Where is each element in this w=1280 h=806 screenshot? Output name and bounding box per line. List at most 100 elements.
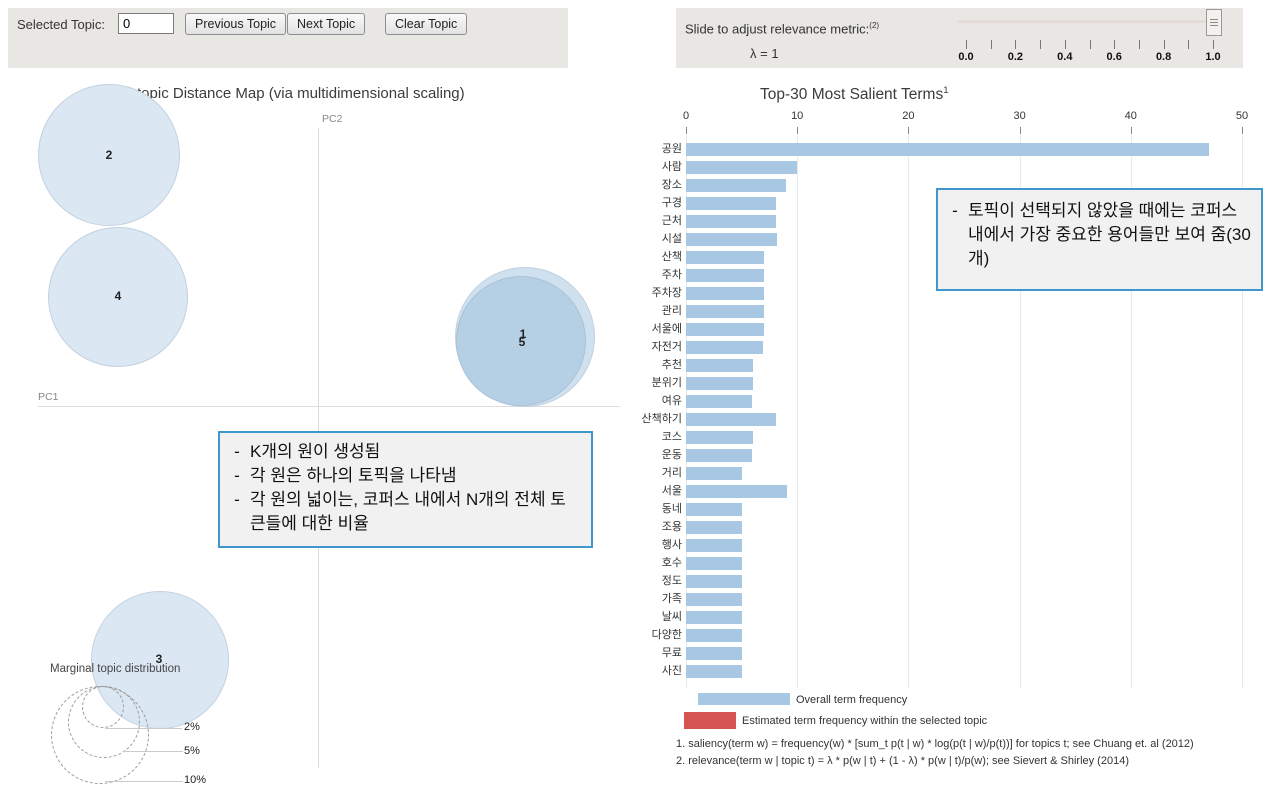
topic-circle-4[interactable] <box>48 227 188 367</box>
term-label: 주차장 <box>651 287 682 299</box>
term-frequency-bar[interactable] <box>686 449 752 462</box>
term-label: 정도 <box>661 575 682 587</box>
relevance-slider-panel: Slide to adjust relevance metric:(2) λ =… <box>676 8 1243 68</box>
bar-chart-gridline <box>1019 135 1021 688</box>
term-label: 분위기 <box>651 377 682 389</box>
pc1-axis-label: PC1 <box>38 391 59 403</box>
term-frequency-bar[interactable] <box>686 215 777 228</box>
slider-tick-mark <box>1213 40 1214 49</box>
pc2-axis-label: PC2 <box>322 113 343 125</box>
term-label: 구경 <box>661 197 682 209</box>
next-topic-button[interactable]: Next Topic <box>287 13 366 35</box>
term-frequency-bar[interactable] <box>686 521 742 534</box>
term-frequency-bar[interactable] <box>686 467 742 480</box>
term-label: 서울에 <box>651 323 682 335</box>
relevance-metric-label: Slide to adjust relevance metric:(2) <box>685 21 880 37</box>
bar-chart-gridline <box>686 135 687 688</box>
term-frequency-bar[interactable] <box>686 629 742 642</box>
term-frequency-bar[interactable] <box>686 431 753 444</box>
topic-circle-5[interactable] <box>456 276 586 406</box>
topic-circle-2[interactable] <box>38 84 180 226</box>
bar-chart-tick-label: 50 <box>1235 110 1249 122</box>
term-frequency-bar[interactable] <box>686 395 752 408</box>
slider-tick-mark <box>966 40 967 49</box>
bar-chart-title: Top-30 Most Salient Terms1 <box>760 85 949 104</box>
previous-topic-button[interactable]: Previous Topic <box>185 13 287 35</box>
marginal-leader-line <box>105 781 183 782</box>
topic-circle-label-1: 1 <box>519 327 527 341</box>
term-label: 코스 <box>661 431 682 443</box>
slider-tick-label: 0.0 <box>958 51 974 63</box>
lambda-slider-track[interactable] <box>958 20 1216 23</box>
term-label: 거리 <box>661 467 682 479</box>
lambda-slider-handle[interactable] <box>1206 9 1222 36</box>
marginal-size-label: 10% <box>184 774 207 786</box>
term-frequency-bar[interactable] <box>686 611 742 624</box>
term-frequency-bar[interactable] <box>686 251 764 264</box>
term-frequency-bar[interactable] <box>686 233 778 246</box>
term-label: 사진 <box>661 665 682 677</box>
bar-chart-tick-mark <box>1242 127 1243 134</box>
bar-chart-gridline <box>797 135 799 688</box>
slider-tick-mark <box>1188 40 1190 49</box>
slider-tick-label: 0.4 <box>1057 51 1073 63</box>
slider-tick-mark <box>1040 40 1042 49</box>
term-frequency-bar[interactable] <box>686 413 777 426</box>
term-frequency-bar[interactable] <box>686 305 764 318</box>
marginal-distribution-label: Marginal topic distribution <box>50 663 181 675</box>
term-label: 여유 <box>661 395 682 407</box>
term-label: 운동 <box>661 449 682 461</box>
bar-chart-tick-mark <box>908 127 910 134</box>
term-frequency-bar[interactable] <box>686 269 764 282</box>
term-label: 공원 <box>661 143 682 155</box>
term-frequency-bar[interactable] <box>686 665 742 678</box>
term-frequency-bar[interactable] <box>686 377 753 390</box>
right-annotation-line: 토픽이 선택되지 않았을 때에는 코퍼스 내에서 가장 중요한 용어들만 보여 … <box>968 201 1251 269</box>
marginal-leader-line <box>123 751 183 752</box>
term-frequency-bar[interactable] <box>686 557 742 570</box>
clear-topic-button[interactable]: Clear Topic <box>385 13 468 35</box>
bar-chart-tick-label: 30 <box>1013 110 1026 122</box>
term-label: 관리 <box>661 305 682 317</box>
selected-topic-input[interactable] <box>118 13 174 34</box>
term-frequency-bar[interactable] <box>686 143 1209 156</box>
marginal-size-label: 2% <box>184 721 200 733</box>
term-frequency-bar[interactable] <box>686 197 777 210</box>
term-frequency-bar[interactable] <box>686 341 763 354</box>
topic-circle-label-2: 2 <box>105 148 113 162</box>
right-annotation-box: - 토픽이 선택되지 않았을 때에는 코퍼스 내에서 가장 중요한 용어들만 보… <box>936 188 1263 291</box>
term-frequency-bar[interactable] <box>686 593 742 606</box>
term-frequency-bar[interactable] <box>686 359 753 372</box>
legend-label-overall: Overall term frequency <box>796 694 908 706</box>
term-frequency-bar[interactable] <box>686 323 764 336</box>
term-frequency-bar[interactable] <box>686 287 764 300</box>
term-label: 행사 <box>661 539 682 551</box>
term-frequency-bar[interactable] <box>686 179 787 192</box>
term-frequency-bar[interactable] <box>686 161 798 174</box>
term-frequency-bar[interactable] <box>686 485 788 498</box>
topic-circle-label-5: 5 <box>518 335 526 349</box>
left-annotation-line: 각 원의 넓이는, 코퍼스 내에서 N개의 전체 토큰들에 대한 비율 <box>250 490 566 534</box>
slider-tick-label: 0.6 <box>1106 51 1122 63</box>
bar-chart-tick-label: 0 <box>682 110 690 122</box>
term-frequency-bar[interactable] <box>686 647 742 660</box>
term-label: 가족 <box>661 593 682 605</box>
slider-tick-mark <box>1015 40 1017 49</box>
term-label: 다양한 <box>651 629 682 641</box>
term-label: 호수 <box>661 557 682 569</box>
bar-chart-gridline <box>1130 135 1132 688</box>
slider-tick-mark <box>1138 40 1140 49</box>
term-frequency-bar[interactable] <box>686 503 742 516</box>
term-label: 조용 <box>661 521 682 533</box>
bar-chart-tick-mark <box>1019 127 1021 134</box>
bar-chart-gridline <box>1242 135 1243 688</box>
term-frequency-bar[interactable] <box>686 575 742 588</box>
intertopic-map-title: Intertopic Distance Map (via multidimens… <box>107 85 465 102</box>
term-label: 날씨 <box>661 611 682 623</box>
left-annotation-box: - K개의 원이 생성됨 - 각 원은 하나의 토픽을 나타냄 - 각 원의 넓… <box>218 431 593 548</box>
bar-chart-tick-label: 10 <box>791 110 804 122</box>
term-frequency-bar[interactable] <box>686 539 742 552</box>
marginal-size-label: 5% <box>184 745 200 757</box>
term-label: 무료 <box>661 647 682 659</box>
